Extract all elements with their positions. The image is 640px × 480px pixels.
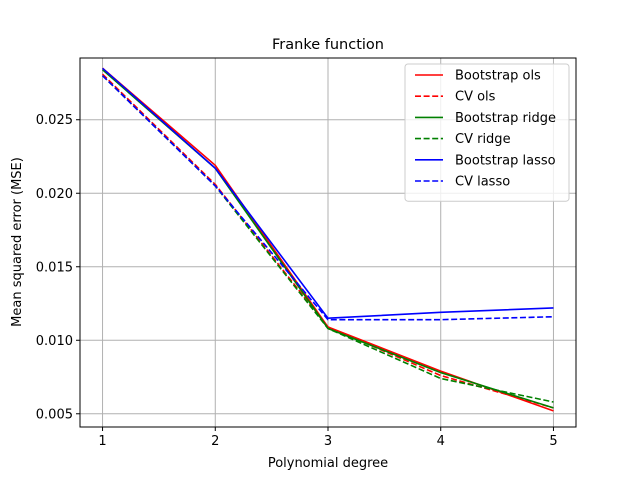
legend-label: CV ols <box>455 90 496 105</box>
x-tick-label: 4 <box>437 434 445 449</box>
legend-label: Bootstrap lasso <box>455 153 556 168</box>
y-axis-title: Mean squared error (MSE) <box>10 157 25 327</box>
y-axis: 0.005 0.010 0.015 0.020 0.025 <box>36 113 80 422</box>
legend-box <box>404 63 570 202</box>
legend-label: CV lasso <box>455 175 510 190</box>
y-tick-label: 0.025 <box>36 113 73 128</box>
series-layer <box>101 67 554 412</box>
x-tick-label: 3 <box>324 434 332 449</box>
legend-label: Bootstrap ols <box>455 69 541 84</box>
y-tick-label: 0.020 <box>36 187 73 202</box>
legend: Bootstrap ols CV ols Bootstrap ridge CV rid… <box>404 63 570 202</box>
series-line-bootstrap-lasso <box>102 67 554 320</box>
x-tick-label: 1 <box>98 434 106 449</box>
x-axis: 1 2 3 4 5 <box>98 427 558 449</box>
y-tick-label: 0.005 <box>36 407 73 422</box>
y-tick-label: 0.010 <box>36 334 73 349</box>
legend-label: Bootstrap ridge <box>455 111 556 126</box>
series-line-cv-lasso <box>101 75 554 321</box>
x-tick-label: 5 <box>549 434 557 449</box>
x-tick-label: 2 <box>211 434 219 449</box>
y-tick-label: 0.015 <box>36 260 73 275</box>
chart-title: Franke function <box>272 37 384 53</box>
x-axis-title: Polynomial degree <box>268 456 388 471</box>
legend-label: CV ridge <box>455 132 511 147</box>
